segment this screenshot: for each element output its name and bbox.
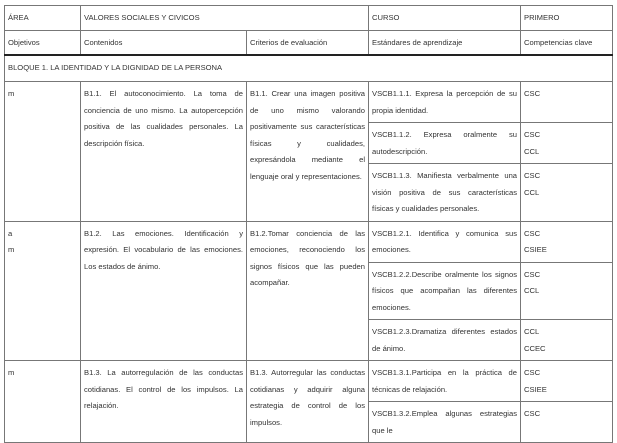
column-header-objetivos: Objetivos xyxy=(4,29,81,56)
curriculum-table: ÁREA VALORES SOCIALES Y CIVICOS CURSO PR… xyxy=(3,5,614,443)
column-header-contenidos: Contenidos xyxy=(80,29,247,56)
contenidos-cell: B1.2. Las emociones. Identificación y ex… xyxy=(80,220,247,361)
objetivo-code: m xyxy=(8,245,15,254)
competencia-code: CSIEE xyxy=(524,245,547,254)
competencia-code: CCL xyxy=(524,187,540,197)
competencias-cell: CSC CCL xyxy=(520,261,614,320)
competencia-code: CCL xyxy=(524,327,540,336)
competencias-cell: CSC CSIEE xyxy=(520,220,614,263)
criterios-cell: B1.2.Tomar conciencia de las emociones, … xyxy=(245,220,370,361)
competencia-code: CSC xyxy=(524,409,541,418)
header-row: ÁREA VALORES SOCIALES Y CIVICOS CURSO PR… xyxy=(4,5,614,31)
table-row: VSCB1.2.2.Describe oralmente los signos … xyxy=(5,261,614,320)
estandar-cell: VSCB1.2.1. Identifica y comunica sus emo… xyxy=(368,220,522,263)
table-row: VSCB1.2.3.Dramatiza diferentes estados d… xyxy=(5,319,614,361)
contenidos-cell: B1.3. La autorregulación de las conducta… xyxy=(80,360,247,443)
competencias-cell: CSC xyxy=(520,81,614,123)
estandar-cell: VSCB1.2.2.Describe oralmente los signos … xyxy=(368,261,522,320)
competencia-code: CSC xyxy=(524,130,541,139)
table-row: a m B1.2. Las emociones. Identificación y … xyxy=(4,220,614,361)
column-header-estandares: Estándares de aprendizaje xyxy=(368,29,522,56)
competencia-code: CSC xyxy=(524,368,541,377)
table-row: VSCB1.1.2. Expresa oralmente su autodesc… xyxy=(5,122,614,164)
competencia-code: CSC xyxy=(524,269,541,279)
objetivos-cell: m xyxy=(4,360,81,443)
estandar-cell: VSCB1.1.1. Expresa la percepción de su p… xyxy=(368,81,522,123)
estandar-cell: VSCB1.1.2. Expresa oralmente su autodesc… xyxy=(368,122,522,164)
competencia-code: CCEC xyxy=(524,343,546,353)
bloque-row: BLOQUE 1. LA IDENTIDAD Y LA DIGNIDAD DE … xyxy=(3,54,614,82)
competencias-cell: CSC CCL xyxy=(520,122,614,164)
objetivo-code: m xyxy=(8,368,15,377)
area-value: VALORES SOCIALES Y CIVICOS xyxy=(79,5,370,31)
criterios-cell: B1.1. Crear una imagen positiva de uno m… xyxy=(245,81,370,222)
competencia-code: CSIEE xyxy=(524,384,547,394)
table-row: m B1.1. El autoconocimiento. La toma de c… xyxy=(4,81,614,222)
column-header-competencias: Competencias clave xyxy=(520,29,614,56)
estandar-cell: VSCB1.1.3. Manifiesta verbalmente una vi… xyxy=(368,163,522,222)
table-row: m B1.3. La autorregulación de las conduct… xyxy=(4,360,614,443)
competencia-code: CCL xyxy=(524,146,540,156)
bloque-title: BLOQUE 1. LA IDENTIDAD Y LA DIGNIDAD DE … xyxy=(3,54,614,82)
competencias-cell: CCL CCEC xyxy=(520,319,614,361)
contenidos-cell: B1.1. El autoconocimiento. La toma de co… xyxy=(80,81,247,222)
competencias-cell: CSC CCL xyxy=(520,163,614,222)
estandar-cell: VSCB1.3.2.Emplea algunas estrategias que… xyxy=(368,401,522,443)
competencia-code: CSC xyxy=(524,89,541,98)
competencias-cell: CSC xyxy=(520,401,614,443)
table-row: VSCB1.1.3. Manifiesta verbalmente una vi… xyxy=(5,163,614,222)
column-header-row: Objetivos Contenidos Criterios de evalua… xyxy=(4,29,614,56)
criterios-cell: B1.3. Autorregular las conductas cotidia… xyxy=(245,360,370,443)
competencia-code: CCL xyxy=(524,286,540,295)
area-label: ÁREA xyxy=(4,5,81,31)
curso-value: PRIMERO xyxy=(520,5,614,31)
objetivo-code: m xyxy=(8,89,15,98)
objetivo-code: a xyxy=(8,228,13,238)
column-header-criterios: Criterios de evaluación xyxy=(245,29,370,56)
curso-label: CURSO xyxy=(368,5,522,31)
objetivos-cell: m xyxy=(4,81,81,222)
estandar-cell: VSCB1.3.1.Participa en la práctica de té… xyxy=(368,360,522,402)
estandar-cell: VSCB1.2.3.Dramatiza diferentes estados d… xyxy=(368,319,522,361)
competencia-code: CSC xyxy=(524,171,541,180)
competencias-cell: CSC CSIEE xyxy=(520,360,614,402)
competencia-code: CSC xyxy=(524,228,541,238)
